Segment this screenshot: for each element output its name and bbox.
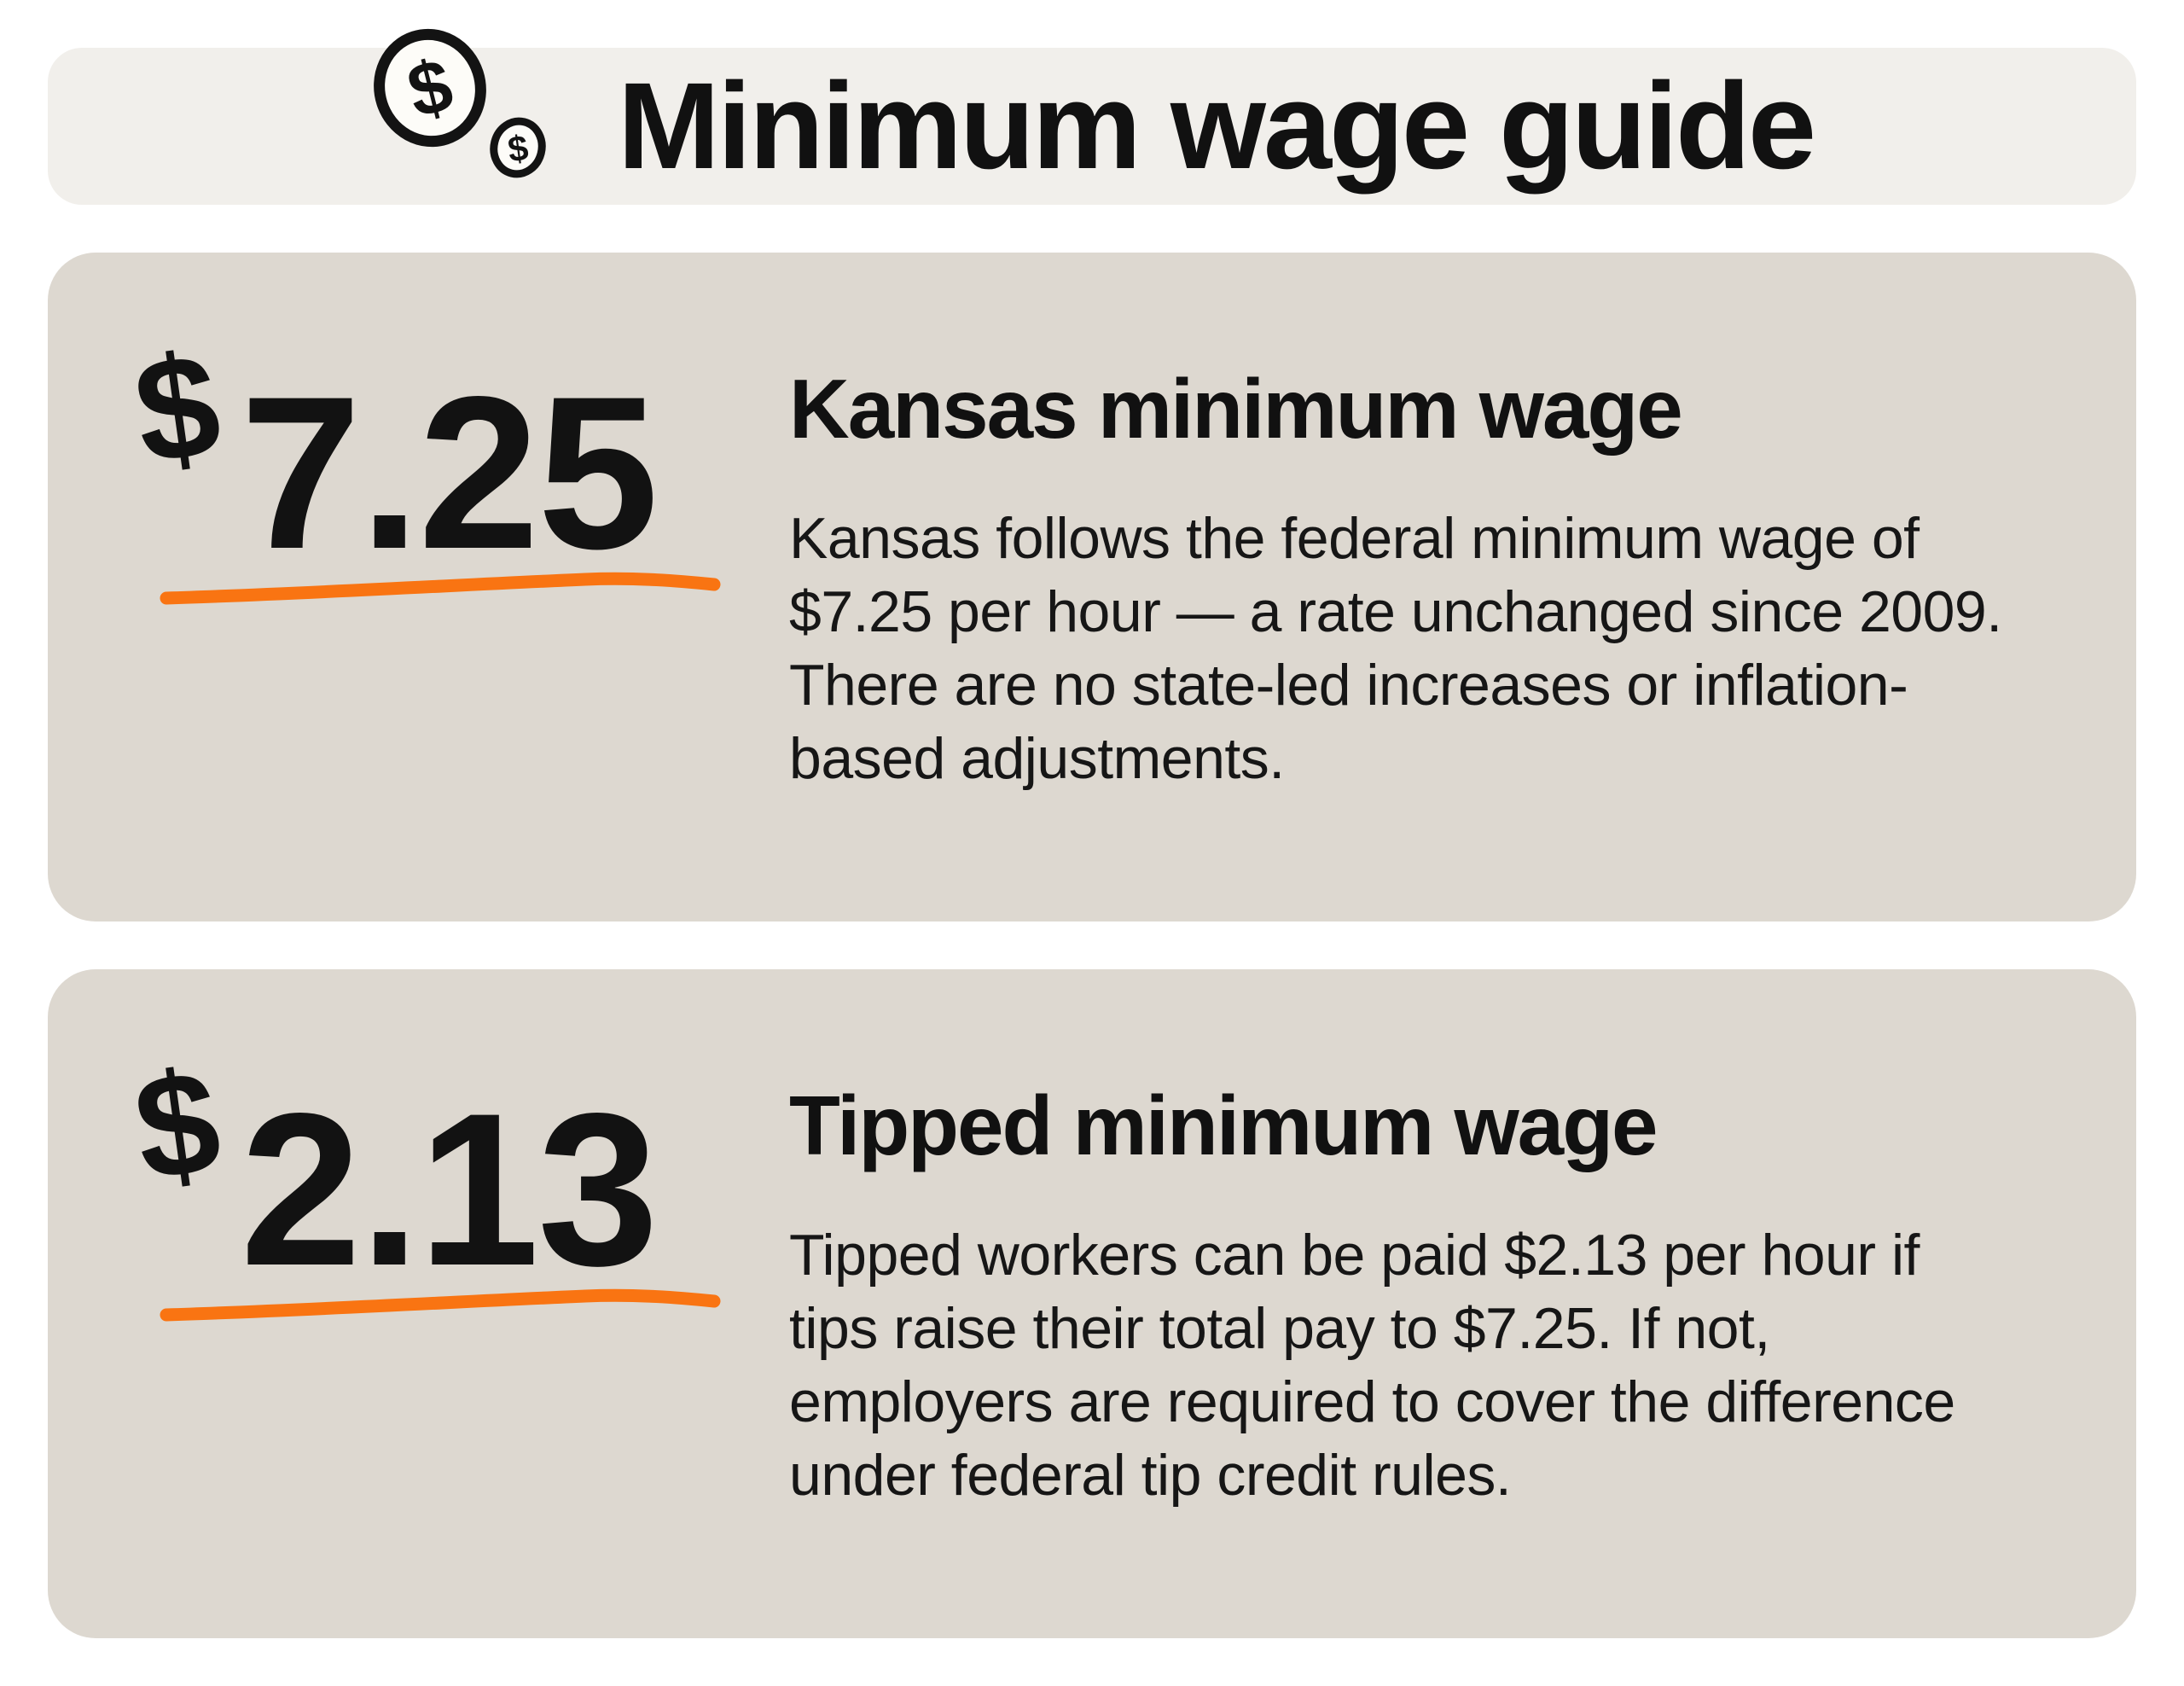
card-heading: Tipped minimum wage	[789, 1078, 1658, 1172]
price-amount: 7.25	[240, 352, 659, 595]
orange-underline-icon	[160, 572, 721, 605]
price-figure: $7.25	[125, 322, 789, 595]
price-amount: 2.13	[240, 1068, 659, 1311]
price-column: $7.25	[48, 253, 789, 921]
currency-symbol: $	[125, 1038, 229, 1212]
card-text-column: Tipped minimum wage Tipped workers can b…	[789, 969, 2136, 1638]
card-heading: Kansas minimum wage	[789, 362, 1683, 456]
page-title: Minimum wage guide	[617, 57, 1816, 195]
card-kansas-minimum-wage: $7.25 Kansas minimum wage Kansas follows…	[48, 253, 2136, 921]
dollar-coins-icon: $ $	[370, 26, 553, 178]
currency-symbol: $	[125, 322, 229, 496]
price-figure: $2.13	[125, 1038, 789, 1311]
card-text-column: Kansas minimum wage Kansas follows the f…	[789, 253, 2136, 921]
dollar-coins-svg: $ $	[374, 28, 546, 178]
card-body-paragraph: Kansas follows the federal minimum wage …	[789, 506, 2002, 791]
card-tipped-minimum-wage: $2.13 Tipped minimum wage Tipped workers…	[48, 969, 2136, 1638]
price-column: $2.13	[48, 969, 789, 1638]
header-bar: $ $ Minimum wage guide	[48, 28, 2136, 205]
orange-underline-icon	[160, 1288, 721, 1322]
card-body-paragraph: Tipped workers can be paid $2.13 per hou…	[789, 1223, 1955, 1508]
